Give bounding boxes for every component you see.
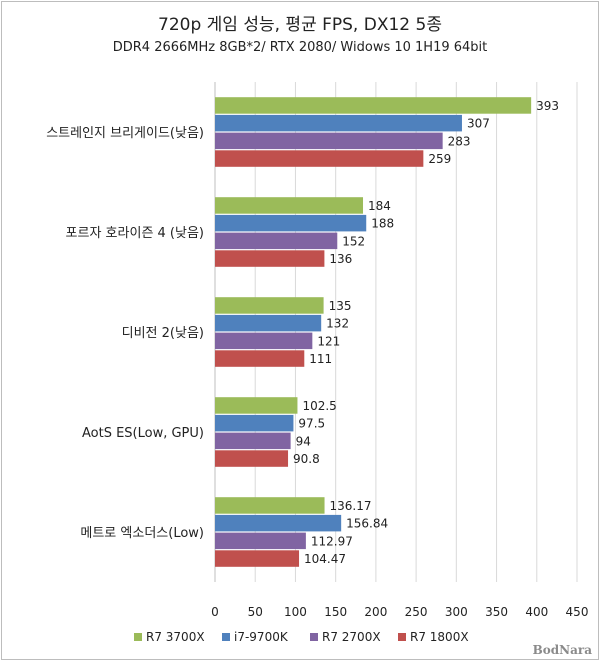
bar [215, 132, 443, 150]
legend-entry: R7 2700X [322, 630, 381, 644]
legend-swatch [222, 633, 230, 641]
x-tick-label: 50 [248, 605, 263, 619]
category-label: AotS ES(Low, GPU) [82, 426, 204, 441]
legend-swatch [310, 633, 318, 641]
bar [215, 150, 424, 167]
data-label: 104.47 [304, 552, 346, 566]
legend-entry: R7 1800X [410, 630, 469, 644]
category-label: 디비전 2(낮음) [122, 326, 204, 341]
bar [215, 350, 305, 367]
category-label: 스트레인지 브리게이드(낮음) [46, 126, 204, 141]
data-label: 90.8 [293, 452, 320, 466]
bar [215, 432, 291, 450]
bar [215, 532, 306, 550]
data-label: 283 [448, 134, 471, 148]
data-label: 94 [296, 434, 311, 448]
data-label: 97.5 [298, 417, 325, 431]
bar [215, 397, 298, 414]
data-label: 156.84 [346, 517, 388, 531]
legend-entry: R7 3700X [146, 630, 205, 644]
data-label: 259 [428, 152, 451, 166]
legend-swatch [398, 633, 406, 641]
category-label: 메트로 엑소더스(Low) [80, 526, 204, 541]
data-label: 111 [309, 352, 332, 366]
data-label: 132 [326, 317, 349, 331]
category-label: 포르자 호라이즌 4 (낮음) [66, 226, 204, 241]
bar [215, 97, 532, 114]
bar [215, 514, 342, 532]
bodnara-logo: BodNara [532, 643, 592, 657]
bar [215, 250, 325, 267]
x-tick-label: 150 [324, 605, 347, 619]
bar [215, 197, 364, 214]
data-label: 102.5 [302, 399, 336, 413]
x-tick-label: 350 [485, 605, 508, 619]
x-tick-label: 200 [364, 605, 387, 619]
legend-entry: i7-9700K [234, 630, 289, 644]
data-label: 307 [467, 117, 490, 131]
data-label: 188 [371, 217, 394, 231]
bar [215, 450, 289, 467]
chart-title: 720p 게임 성능, 평균 FPS, DX12 5종 [158, 15, 442, 35]
data-label: 112.97 [311, 534, 353, 548]
bar [215, 232, 338, 250]
x-tick-label: 0 [211, 605, 219, 619]
bar [215, 550, 300, 567]
x-tick-label: 300 [445, 605, 468, 619]
data-label: 393 [536, 99, 559, 113]
x-tick-label: 250 [405, 605, 428, 619]
data-label: 121 [317, 334, 340, 348]
data-label: 136.17 [330, 499, 372, 513]
chart-subtitle: DDR4 2666MHz 8GB*2/ RTX 2080/ Widows 10 … [112, 40, 488, 55]
bar [215, 297, 324, 314]
x-tick-label: 100 [284, 605, 307, 619]
bar [215, 214, 367, 232]
data-label: 184 [368, 199, 391, 213]
bar [215, 332, 313, 350]
data-label: 152 [342, 234, 365, 248]
bar [215, 114, 462, 132]
x-tick-label: 450 [566, 605, 589, 619]
legend-swatch [134, 633, 142, 641]
x-tick-label: 400 [525, 605, 548, 619]
bar [215, 414, 294, 432]
data-label: 135 [329, 299, 352, 313]
bar [215, 497, 325, 514]
data-label: 136 [329, 252, 352, 266]
bar [215, 314, 322, 332]
